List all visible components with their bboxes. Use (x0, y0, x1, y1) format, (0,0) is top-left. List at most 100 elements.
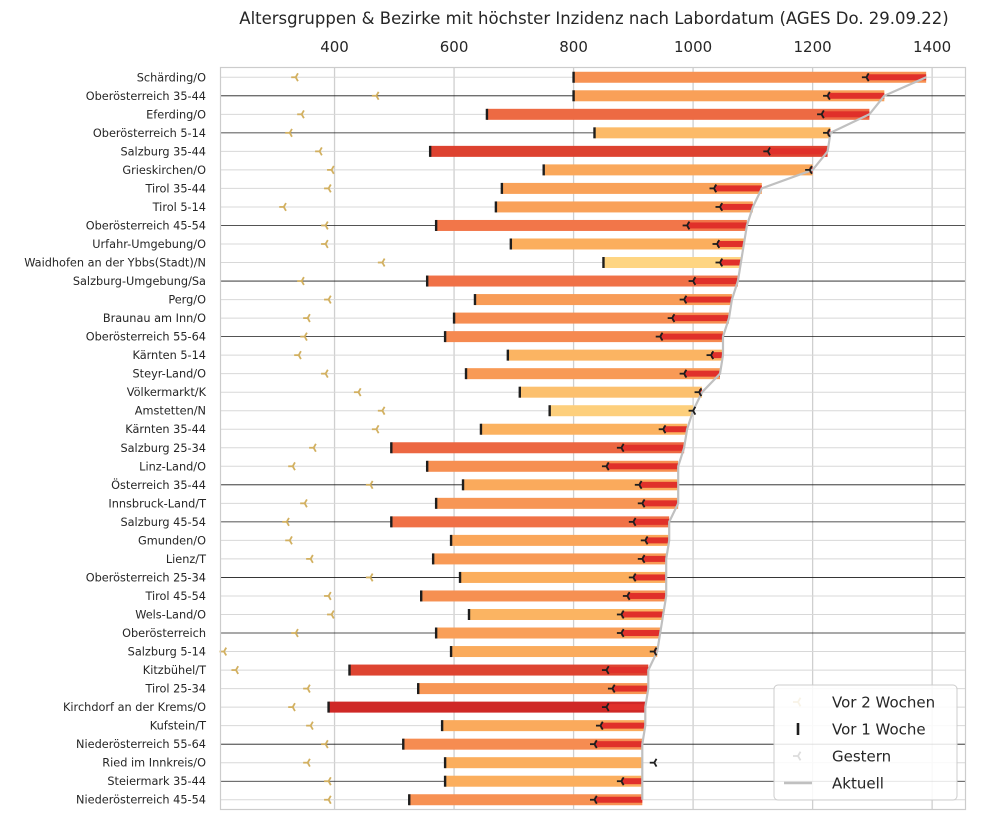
marker-vor2-stroke (294, 628, 299, 634)
category-label: Kitzbühel/T (143, 664, 206, 677)
marker-vor2-stroke (309, 725, 314, 731)
chart-title: Altersgruppen & Bezirke mit höchster Inz… (239, 9, 948, 28)
marker-vor2-stroke (291, 461, 296, 467)
marker-gestern (655, 332, 664, 341)
marker-vor2-stroke (235, 669, 239, 675)
marker-gestern-stroke (620, 632, 625, 638)
marker-gestern-stroke (593, 743, 598, 749)
marker-gestern-stroke (710, 354, 715, 360)
category-label: Eferding/O (146, 108, 206, 121)
marker-gestern-stroke (683, 299, 688, 304)
marker-gestern-stroke (826, 132, 831, 138)
marker-vor2 (291, 72, 299, 82)
marker-gestern (616, 628, 625, 638)
bar-increase-overlay (606, 463, 679, 470)
marker-vor2 (353, 387, 362, 397)
marker-vor2-stroke (327, 780, 332, 786)
category-label: Lienz/T (166, 553, 206, 566)
marker-gestern-stroke (716, 239, 721, 245)
marker-vor2-stroke (375, 424, 380, 430)
marker-vor2 (288, 461, 296, 471)
marker-gestern-stroke (865, 76, 870, 82)
bar-aktuell (549, 405, 694, 417)
marker-gestern-stroke (620, 447, 625, 453)
marker-gestern (601, 665, 610, 675)
bar-aktuell (573, 71, 927, 83)
x-tick-label: 1400 (913, 38, 951, 56)
category-label: Steiermark 35-44 (107, 775, 206, 788)
marker-vor2-stroke (303, 332, 308, 338)
bar-increase-overlay (672, 315, 729, 322)
category-label: Amstetten/N (135, 405, 206, 418)
bar-aktuell (391, 442, 685, 454)
bar-aktuell (445, 775, 643, 787)
marker-vor2-stroke (285, 521, 290, 527)
marker-vor2-stroke (375, 91, 380, 97)
plot-frame (219, 66, 967, 811)
bar-increase-overlay (866, 74, 927, 81)
marker-vor2 (291, 628, 299, 638)
bar-increase-overlay (717, 240, 744, 247)
marker-gestern-stroke (692, 410, 697, 416)
marker-gestern-stroke (641, 558, 646, 564)
marker-vor2 (321, 369, 329, 379)
marker-vor2-stroke (223, 647, 228, 652)
marker-vor2-stroke (285, 517, 290, 523)
marker-vor2-stroke (312, 447, 317, 453)
bar-increase-overlay (639, 481, 679, 488)
marker-gestern-stroke (659, 336, 664, 341)
marker-gestern (589, 795, 598, 805)
bar-aktuell (427, 460, 679, 472)
marker-vor2-stroke (357, 387, 362, 393)
bar-increase-overlay (621, 778, 643, 785)
bar-increase-overlay (711, 352, 723, 359)
bar-aktuell (510, 238, 744, 250)
marker-vor2-stroke (288, 132, 293, 138)
marker-gestern-stroke (620, 776, 625, 782)
legend: Vor 2 Wochen Vor 1 Woche Gestern Aktuell (773, 684, 958, 801)
category-label: Kufstein/T (150, 720, 206, 733)
marker-gestern-stroke (683, 373, 688, 379)
bar-aktuell (519, 386, 703, 398)
marker-gestern-stroke (605, 461, 610, 467)
bar-increase-overlay (767, 148, 828, 155)
marker-vor2-stroke (327, 799, 332, 805)
marker-gestern-stroke (719, 262, 724, 267)
bar-aktuell (433, 553, 667, 565)
marker-vor2-stroke (306, 762, 311, 768)
marker-vor2 (327, 610, 335, 619)
marker-gestern (715, 258, 724, 267)
bar-increase-overlay (594, 741, 643, 748)
category-label: Braunau am Inn/O (103, 312, 206, 325)
marker-vor2-stroke (381, 406, 386, 412)
bar-aktuell (436, 219, 747, 231)
bar-aktuell (480, 423, 688, 435)
marker-gestern-stroke (662, 428, 667, 434)
marker-gestern-stroke (626, 591, 631, 597)
category-label: Salzburg-Umgebung/Sa (73, 275, 206, 288)
bar-aktuell (328, 701, 646, 713)
bar-aktuell (427, 275, 738, 287)
marker-vor2-stroke (300, 113, 305, 119)
marker-vor2-stroke (288, 539, 293, 545)
bar-aktuell (594, 127, 831, 139)
marker-vor2 (321, 239, 329, 249)
bar-increase-overlay (827, 129, 831, 136)
marker-vor2 (303, 684, 311, 693)
marker-gestern-stroke (719, 258, 724, 263)
marker-vor2-stroke (324, 739, 329, 745)
marker-gestern-stroke (808, 169, 813, 175)
category-label: Urfahr-Umgebung/O (92, 238, 206, 251)
marker-gestern-stroke (653, 762, 658, 768)
marker-gestern (616, 610, 625, 619)
bar-aktuell (418, 683, 649, 695)
marker-gestern-stroke (641, 502, 646, 508)
category-label: Oberösterreich (122, 627, 206, 640)
marker-vor2 (365, 573, 374, 582)
bar-increase-overlay (645, 537, 670, 544)
bar-increase-overlay (693, 278, 738, 285)
marker-vor2 (231, 665, 239, 675)
category-label: Oberösterreich 55-64 (86, 331, 206, 344)
marker-vor2-stroke (294, 76, 299, 82)
category-label: Kirchdorf an der Krems/O (63, 701, 206, 714)
